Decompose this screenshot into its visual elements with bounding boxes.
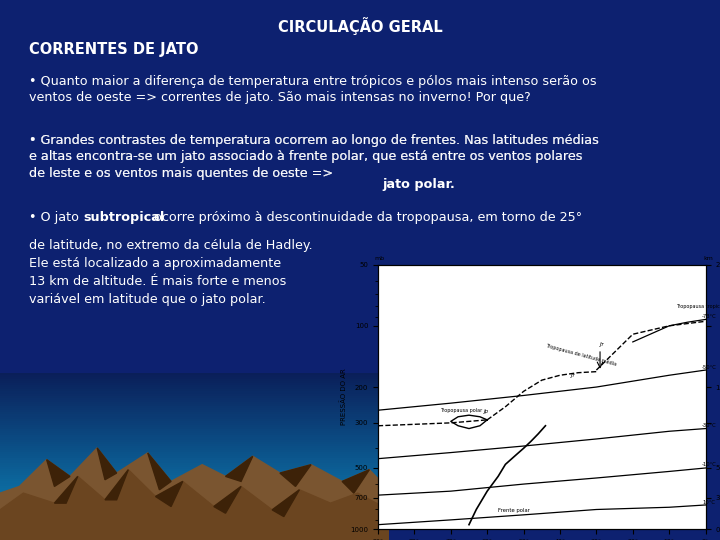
Polygon shape — [272, 490, 300, 517]
Polygon shape — [280, 464, 311, 487]
Polygon shape — [105, 470, 128, 500]
Text: Jт: Jт — [600, 341, 604, 347]
Text: jato polar.: jato polar. — [383, 178, 456, 191]
Text: ocorre próximo à descontinuidade da tropopausa, em torno de 25°: ocorre próximo à descontinuidade da trop… — [150, 211, 582, 224]
Text: Tropopausa tropical: Tropopausa tropical — [677, 305, 720, 309]
Text: CORRENTES DE JATO: CORRENTES DE JATO — [29, 42, 198, 57]
Polygon shape — [55, 476, 78, 503]
Text: -10°C: -10°C — [702, 462, 717, 467]
Text: de latitude, no extremo da célula de Hadley.
Ele está localizado a aproximadamen: de latitude, no extremo da célula de Had… — [29, 239, 312, 306]
Polygon shape — [214, 487, 241, 513]
Polygon shape — [342, 470, 369, 493]
Polygon shape — [225, 456, 253, 482]
Polygon shape — [0, 448, 389, 540]
Polygon shape — [148, 453, 171, 490]
Text: -50°C: -50°C — [702, 365, 717, 370]
Text: • O jato: • O jato — [29, 211, 83, 224]
Text: km: km — [703, 256, 713, 261]
Text: Tropopausa de latitude média: Tropopausa de latitude média — [546, 343, 618, 367]
Text: 10°C: 10°C — [702, 500, 715, 505]
Text: Tropopausa polar: Tropopausa polar — [440, 408, 482, 413]
Text: • Grandes contrastes de temperatura ocorrem ao longo de frentes. Nas latitudes m: • Grandes contrastes de temperatura ocor… — [29, 134, 598, 180]
Polygon shape — [0, 470, 389, 540]
Text: CIRCULAÇÃO GERAL: CIRCULAÇÃO GERAL — [278, 17, 442, 35]
Text: • Grandes contrastes de temperatura ocorrem ao longo de frentes. Nas latitudes m: • Grandes contrastes de temperatura ocor… — [29, 134, 598, 180]
Polygon shape — [47, 460, 70, 487]
Text: -73°C: -73°C — [702, 314, 716, 320]
Text: mb: mb — [374, 256, 384, 261]
Text: -30°C: -30°C — [702, 423, 716, 428]
Text: • Grandes contrastes de temperatura ocorrem ao longo de frentes. Nas latitudes m: • Grandes contrastes de temperatura ocor… — [29, 134, 598, 180]
Text: Jт: Jт — [571, 373, 576, 378]
Y-axis label: PRESSÃO DO AR: PRESSÃO DO AR — [341, 368, 348, 426]
Polygon shape — [156, 482, 183, 507]
Text: Jp: Jp — [484, 409, 489, 414]
Text: Frente polar: Frente polar — [498, 508, 530, 512]
Polygon shape — [97, 448, 117, 480]
Text: • Grandes contrastes de temperatura ocorrem ao longo de frentes. Nas latitudes m: • Grandes contrastes de temperatura ocor… — [29, 134, 598, 180]
Text: subtropical: subtropical — [84, 211, 165, 224]
Text: • Quanto maior a diferença de temperatura entre trópicos e pólos mais intenso se: • Quanto maior a diferença de temperatur… — [29, 75, 596, 104]
